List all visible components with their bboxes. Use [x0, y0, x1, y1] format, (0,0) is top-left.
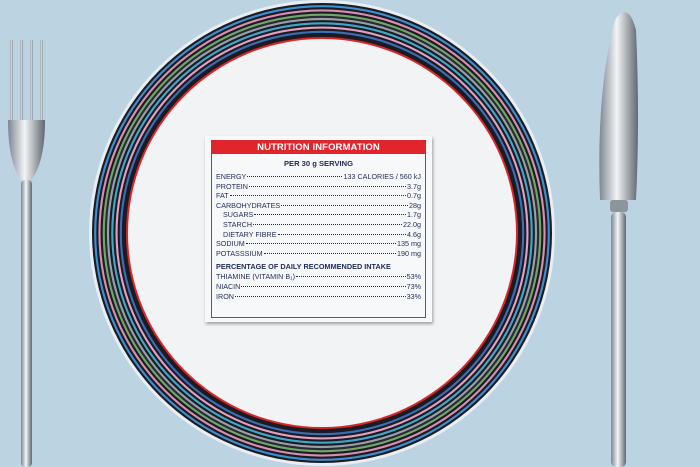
nutrient-row: SODIUM 135 mg: [212, 239, 425, 249]
leader-dots: [241, 285, 406, 287]
leader-dots: [248, 185, 406, 187]
leader-dots: [253, 223, 402, 225]
leader-dots: [263, 252, 397, 254]
nutrient-name: SODIUM: [216, 239, 245, 249]
nutrient-value: 135 mg: [397, 239, 421, 249]
nutrient-value: 22.0g: [403, 219, 421, 229]
nutrient-list: ENERGY 133 CALORIES / 560 kJ PROTEIN 3.7g FA…: [212, 172, 425, 258]
daily-intake-list: THIAMINE (VITAMIN B₁) 53% NIACIN 73% IRON 33%: [212, 272, 425, 301]
leader-dots: [295, 276, 406, 278]
nutrient-name: STARCH: [223, 219, 253, 229]
nutrient-row: IRON 33%: [212, 292, 425, 302]
label-title: NUTRITION INFORMATION: [212, 141, 425, 154]
nutrient-name: SUGARS: [223, 210, 254, 220]
serving-size: PER 30 g SERVING: [283, 159, 354, 168]
nutrient-row: FAT 0.7g: [212, 191, 425, 201]
nutrient-value: 4.6g: [407, 229, 421, 239]
knife: [599, 12, 638, 467]
nutrient-row: THIAMINE (VITAMIN B₁) 53%: [212, 272, 425, 282]
leader-dots: [245, 243, 397, 245]
nutrient-name: ENERGY: [216, 172, 247, 181]
nutrient-value: 133 CALORIES / 560 kJ: [343, 172, 421, 181]
leader-dots: [281, 204, 408, 206]
nutrition-label: NUTRITION INFORMATION PER 30 g SERVING E…: [205, 136, 432, 322]
nutrient-name: PROTEIN: [216, 181, 248, 191]
nutrient-value: 190 mg: [397, 248, 421, 258]
leader-dots: [277, 233, 406, 235]
nutrient-name: IRON: [216, 291, 234, 301]
nutrient-row: SUGARS 1.7g: [212, 210, 425, 220]
nutrient-name: CARBOHYDRATES: [216, 200, 281, 210]
nutrient-row: NIACIN 73%: [212, 282, 425, 292]
nutrient-value: 3.7g: [407, 181, 421, 191]
nutrient-name: DIETARY FIBRE: [223, 229, 277, 239]
leader-dots: [229, 195, 406, 197]
nutrient-value: 33%: [406, 291, 421, 301]
nutrient-name: NIACIN: [216, 281, 241, 291]
nutrient-value: 53%: [406, 272, 421, 282]
fork: [8, 40, 45, 467]
nutrient-value: 0.7g: [407, 191, 421, 201]
nutrient-value: 1.7g: [407, 210, 421, 220]
nutrient-name: FAT: [216, 191, 229, 201]
daily-intake-heading: PERCENTAGE OF DAILY RECOMMENDED INTAKE: [216, 262, 391, 272]
nutrient-value: 28g: [409, 200, 421, 210]
leader-dots: [234, 295, 406, 297]
leader-dots: [247, 176, 343, 177]
nutrient-row: ENERGY 133 CALORIES / 560 kJ: [212, 172, 425, 182]
nutrient-row: CARBOHYDRATES 28g: [212, 201, 425, 211]
nutrient-row: STARCH 22.0g: [212, 220, 425, 230]
nutrient-row: PROTEIN 3.7g: [212, 182, 425, 192]
leader-dots: [254, 214, 406, 216]
nutrient-name: POTASSSIUM: [216, 248, 263, 258]
nutrient-row: POTASSSIUM 190 mg: [212, 249, 425, 259]
nutrient-name: THIAMINE (VITAMIN B₁): [216, 272, 295, 282]
nutrient-row: DIETARY FIBRE 4.6g: [212, 230, 425, 240]
nutrient-value: 73%: [406, 281, 421, 291]
